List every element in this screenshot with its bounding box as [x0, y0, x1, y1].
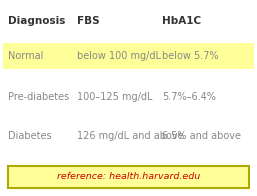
FancyBboxPatch shape	[3, 43, 254, 69]
Text: Normal: Normal	[8, 51, 43, 61]
Text: below 5.7%: below 5.7%	[162, 51, 218, 61]
Text: below 100 mg/dL: below 100 mg/dL	[77, 51, 161, 61]
Text: 100–125 mg/dL: 100–125 mg/dL	[77, 92, 153, 102]
Text: HbA1C: HbA1C	[162, 15, 201, 26]
Text: 126 mg/dL and above: 126 mg/dL and above	[77, 131, 184, 141]
Text: FBS: FBS	[77, 15, 100, 26]
Text: 5.7%–6.4%: 5.7%–6.4%	[162, 92, 216, 102]
Text: 6.5% and above: 6.5% and above	[162, 131, 241, 141]
Text: Diagnosis: Diagnosis	[8, 15, 65, 26]
FancyBboxPatch shape	[8, 166, 249, 188]
Text: reference: health.harvard.edu: reference: health.harvard.edu	[57, 172, 200, 181]
Text: Pre-diabetes: Pre-diabetes	[8, 92, 69, 102]
Text: Diabetes: Diabetes	[8, 131, 51, 141]
